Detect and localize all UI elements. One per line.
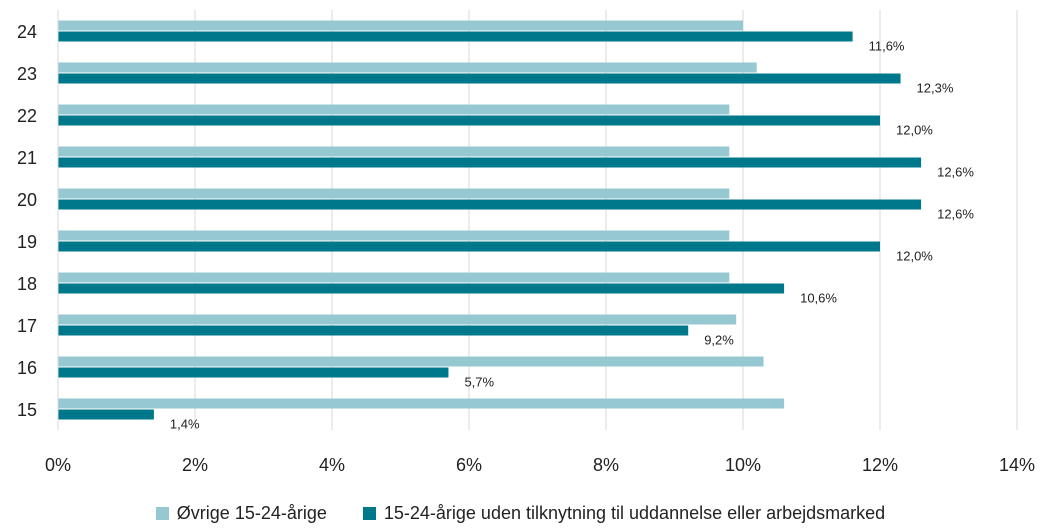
- data-label: 12,6%: [937, 165, 974, 180]
- y-tick-label: 20: [17, 190, 37, 210]
- bar-series-2: [58, 73, 901, 84]
- x-tick-label: 2%: [182, 455, 208, 475]
- y-tick-label: 15: [17, 400, 37, 420]
- bar-series-1: [58, 146, 730, 157]
- bar-series-2: [58, 241, 880, 252]
- x-tick-label: 6%: [456, 455, 482, 475]
- x-tick-label: 10%: [725, 455, 761, 475]
- data-label: 12,6%: [937, 207, 974, 222]
- bar-series-1: [58, 272, 730, 283]
- bar-series-2: [58, 31, 853, 42]
- x-tick-label: 0%: [45, 455, 71, 475]
- data-label: 5,7%: [464, 375, 494, 390]
- y-tick-label: 19: [17, 232, 37, 252]
- data-label: 12,3%: [917, 81, 954, 96]
- x-tick-label: 4%: [319, 455, 345, 475]
- y-tick-label: 17: [17, 316, 37, 336]
- bar-chart-plot: 0% 2% 4% 6% 8% 10% 12% 14% 15 1,4% 16 5,7% 17 9,2% 18 1…: [17, 10, 1035, 475]
- legend-item-series-2: 15-24-årige uden tilknytning til uddanne…: [362, 503, 886, 524]
- bar-series-2: [58, 367, 449, 378]
- bar-series-2: [58, 199, 922, 210]
- legend-label-series-2: 15-24-årige uden tilknytning til uddanne…: [383, 503, 886, 523]
- data-label: 1,4%: [170, 417, 200, 432]
- bar-series-2: [58, 157, 922, 168]
- legend-swatch-series-1: [155, 507, 169, 520]
- data-label: 10,6%: [800, 291, 837, 306]
- bar-series-1: [58, 314, 737, 325]
- y-tick-label: 16: [17, 358, 37, 378]
- data-label: 9,2%: [704, 333, 734, 348]
- y-tick-label: 22: [17, 106, 37, 126]
- bar-series-1: [58, 356, 764, 367]
- legend-label-series-1: Øvrige 15-24-årige: [176, 503, 327, 523]
- bar-series-1: [58, 104, 730, 115]
- bar-series-1: [58, 20, 743, 31]
- y-tick-label: 21: [17, 148, 37, 168]
- data-label: 12,0%: [896, 249, 933, 264]
- y-tick-label: 18: [17, 274, 37, 294]
- bar-series-2: [58, 409, 154, 420]
- legend-item-series-1: Øvrige 15-24-årige: [155, 503, 327, 524]
- x-tick-label: 8%: [593, 455, 619, 475]
- bar-series-1: [58, 188, 730, 199]
- bar-series-2: [58, 283, 785, 294]
- x-tick-label: 12%: [862, 455, 898, 475]
- legend-swatch-series-2: [362, 507, 376, 520]
- data-label: 11,6%: [869, 39, 905, 54]
- data-label: 12,0%: [896, 123, 933, 138]
- y-tick-label: 23: [17, 64, 37, 84]
- bar-series-1: [58, 398, 785, 409]
- x-tick-label: 14%: [999, 455, 1035, 475]
- bar-series-2: [58, 325, 689, 336]
- bar-series-1: [58, 62, 757, 73]
- bar-series-2: [58, 115, 880, 126]
- y-tick-label: 24: [17, 22, 37, 42]
- bar-series-1: [58, 230, 730, 241]
- chart-legend: Øvrige 15-24-årige 15-24-årige uden tilk…: [0, 503, 1041, 524]
